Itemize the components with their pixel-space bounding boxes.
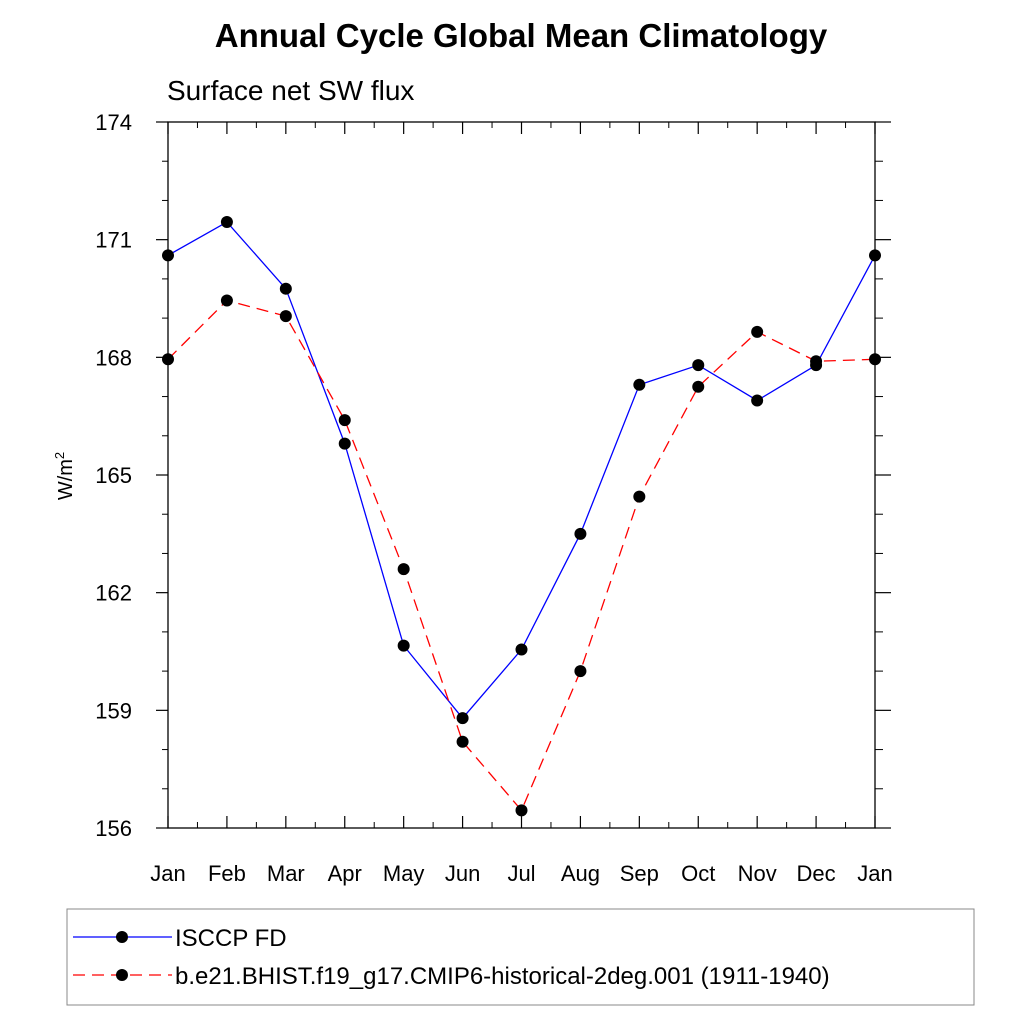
series-1-point xyxy=(220,216,233,229)
y-axis-label-unit: W/m xyxy=(55,459,77,500)
series-2-point xyxy=(810,355,823,368)
x-tick-label: Jul xyxy=(507,861,535,886)
legend-marker-1 xyxy=(116,931,128,943)
legend-box xyxy=(66,908,975,1006)
series-2-point xyxy=(338,414,351,427)
x-tick-label: Feb xyxy=(208,861,246,886)
series-2-point xyxy=(574,665,587,678)
series-2-point xyxy=(279,310,292,323)
series-1-point xyxy=(162,249,174,262)
series-1-point xyxy=(751,394,764,407)
x-tick-label: Jun xyxy=(445,861,480,886)
y-tick-label: 171 xyxy=(95,228,132,253)
series-2-point xyxy=(397,563,410,576)
series-1-point xyxy=(574,527,587,540)
y-tick-label: 165 xyxy=(95,463,132,488)
legend-marker-2 xyxy=(116,969,128,981)
series-layer xyxy=(162,216,881,817)
series-2-point xyxy=(869,353,881,366)
x-tick-label: Jan xyxy=(150,861,185,886)
chart-title: Annual Cycle Global Mean Climatology xyxy=(215,17,828,54)
legend-label-2: b.e21.BHIST.f19_g17.CMIP6-historical-2de… xyxy=(175,963,830,990)
x-tick-label: Aug xyxy=(561,861,600,886)
y-tick-label: 159 xyxy=(95,698,132,723)
y-tick-label: 168 xyxy=(95,345,132,370)
x-tick-label: Apr xyxy=(328,861,362,886)
axes-layer: Jan Feb Mar Apr May Jun Jul Aug Sep Oct Nov Dec Jan 1… xyxy=(95,110,892,886)
y-tick-label: 162 xyxy=(95,581,132,606)
series-1-point xyxy=(633,378,646,391)
x-tick-label: Oct xyxy=(681,861,715,886)
x-tick-label: Mar xyxy=(267,861,305,886)
series-1-point xyxy=(456,712,469,725)
series-line-2 xyxy=(167,299,876,812)
series-1-point xyxy=(515,643,528,656)
series-2-point xyxy=(456,735,469,748)
x-tick-label: Dec xyxy=(797,861,836,886)
legend: ISCCP FD b.e21.BHIST.f19_g17.CMIP6-histor… xyxy=(73,925,830,990)
series-2-point xyxy=(220,294,233,307)
series-1-point xyxy=(869,249,881,262)
series-2-point xyxy=(633,490,646,503)
x-tick-label: Sep xyxy=(620,861,659,886)
series-2-point xyxy=(515,804,528,817)
series-2-point xyxy=(692,380,705,393)
y-axis-label: W/m2 xyxy=(52,452,77,500)
series-1-point xyxy=(279,282,292,295)
y-axis-label-superscript: 2 xyxy=(52,452,67,459)
x-tick-label: Nov xyxy=(738,861,777,886)
y-tick-label: 174 xyxy=(95,110,132,135)
x-tick-label: Jan xyxy=(857,861,892,886)
series-2-point xyxy=(162,353,174,366)
chart-subtitle: Surface net SW flux xyxy=(167,75,414,106)
series-1-point xyxy=(692,359,705,372)
series-2-point xyxy=(751,325,764,338)
plot-frame xyxy=(167,121,876,829)
series-1-point xyxy=(397,639,410,652)
x-tick-label: May xyxy=(383,861,425,886)
y-tick-label: 156 xyxy=(95,816,132,841)
series-1-point xyxy=(338,437,351,450)
legend-label-1: ISCCP FD xyxy=(175,925,287,952)
